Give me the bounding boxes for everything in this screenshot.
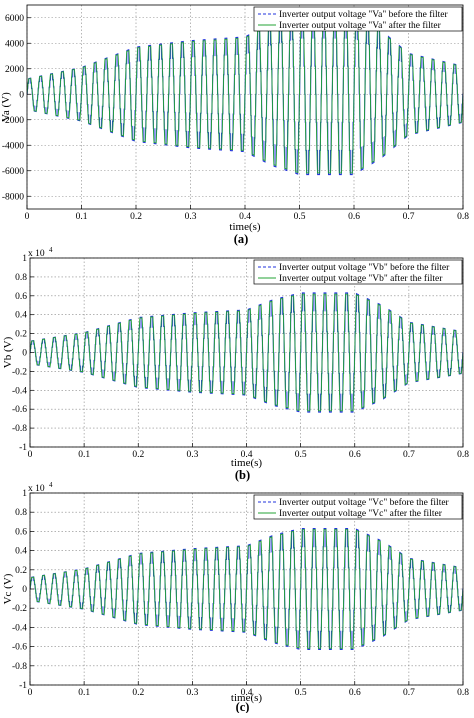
- y-tick-label: -8000: [2, 192, 24, 202]
- y-exponent-label: x 10: [28, 484, 45, 494]
- legend-label-after-filter: Inverter output voltage "Va" after the f…: [279, 20, 442, 31]
- legend-label-before-filter: Inverter output voltage "Vc" before the …: [279, 497, 450, 508]
- y-tick-label: 1: [22, 254, 27, 264]
- x-tick-label: 0.7: [403, 688, 415, 698]
- chart-panel-2: 0 0.1 0.2 0.3 0.4 0.5 0.6 0.7 0.8 -1 -0.8 -0.6 -0.4 -…: [2, 246, 469, 482]
- x-tick-label: 0.5: [295, 688, 307, 698]
- x-tick-label: 0.5: [294, 212, 306, 222]
- legend-box: [253, 6, 463, 32]
- y-tick-label: 0: [19, 90, 24, 100]
- x-tick-label: 0: [25, 212, 30, 222]
- y-exponent-power: 4: [49, 481, 53, 489]
- y-tick-label: 0.2: [15, 330, 27, 340]
- y-tick-label: -0.8: [12, 662, 27, 672]
- x-tick-label: 0.8: [457, 688, 469, 698]
- y-tick-label: 0.8: [15, 273, 27, 283]
- x-tick-label: 0: [28, 450, 33, 460]
- y-tick-label: -0.6: [12, 405, 27, 415]
- x-tick-label: 0.5: [295, 450, 307, 460]
- x-tick-label: 0.3: [186, 450, 198, 460]
- y-tick-label: -6000: [2, 167, 24, 177]
- y-tick-label: 4000: [5, 39, 24, 49]
- legend-label-before-filter: Inverter output voltage "Vb" before the …: [279, 262, 450, 273]
- series-line-after-filter: [30, 529, 463, 649]
- y-tick-label: -0.2: [12, 367, 27, 377]
- y-tick-label: -0.4: [12, 386, 27, 396]
- y-tick-label: -0.2: [12, 604, 27, 614]
- y-axis-label: Vc (V): [2, 573, 14, 604]
- y-tick-label: 0.2: [15, 566, 27, 576]
- x-tick-label: 0.1: [78, 688, 90, 698]
- y-tick-label: 0.8: [15, 508, 27, 518]
- legend-label-before-filter: Inverter output voltage "Va" before the …: [279, 9, 448, 20]
- legend-box: [253, 494, 463, 520]
- x-tick-label: 0: [28, 688, 33, 698]
- y-tick-label: 1: [22, 489, 27, 499]
- x-tick-label: 0.4: [239, 212, 251, 222]
- x-tick-label: 0.4: [241, 688, 253, 698]
- x-tick-label: 0.1: [76, 212, 88, 222]
- x-tick-label: 0.1: [78, 450, 90, 460]
- y-tick-label: -0.8: [12, 424, 27, 434]
- x-tick-label: 0.7: [403, 450, 415, 460]
- y-tick-label: 2000: [5, 65, 24, 75]
- chart-panel-1: 0 0.1 0.2 0.3 0.4 0.5 0.6 0.7 0.8 -8000 -6000 -4000…: [0, 4, 469, 246]
- y-tick-label: 6000: [5, 14, 24, 24]
- y-tick-label: -4000: [2, 141, 24, 151]
- panel-caption: (b): [235, 468, 250, 482]
- y-exponent-label: x 10: [28, 249, 45, 259]
- y-tick-label: -0.4: [12, 623, 27, 633]
- y-tick-label: 0: [22, 349, 27, 359]
- y-axis-label: Vb (V): [2, 336, 14, 368]
- y-tick-label: 0: [22, 585, 27, 595]
- x-axis-label: time(s): [231, 457, 262, 469]
- x-tick-label: 0.3: [185, 212, 197, 222]
- y-tick-label: 0.4: [15, 311, 27, 321]
- panel-caption: (a): [234, 232, 249, 246]
- x-tick-label: 0.4: [241, 450, 253, 460]
- y-tick-label: -1: [19, 443, 27, 453]
- x-tick-label: 0.3: [186, 688, 198, 698]
- legend-label-after-filter: Inverter output voltage "Vc" after the f…: [279, 508, 443, 519]
- y-axis-label: Va (V): [0, 92, 12, 122]
- y-tick-label: 0.6: [15, 527, 27, 537]
- y-exponent-power: 4: [49, 246, 53, 254]
- x-tick-label: 0.8: [457, 212, 469, 222]
- x-tick-label: 0.6: [349, 688, 361, 698]
- y-tick-label: 0.6: [15, 292, 27, 302]
- x-tick-label: 0.2: [130, 212, 142, 222]
- legend-label-after-filter: Inverter output voltage "Vb" after the f…: [279, 273, 443, 284]
- y-tick-label: -1: [19, 681, 27, 691]
- x-axis-label: time(s): [229, 221, 260, 233]
- x-tick-label: 0.6: [349, 450, 361, 460]
- chart-panel-3: 0 0.1 0.2 0.3 0.4 0.5 0.6 0.7 0.8 -1 -0.8 -0.6 -0.4 -…: [2, 481, 469, 714]
- panel-caption: (c): [236, 700, 250, 713]
- y-tick-label: -2000: [2, 116, 24, 126]
- y-tick-label: 0.4: [15, 547, 27, 557]
- legend-box: [253, 259, 463, 285]
- x-tick-label: 0.2: [132, 450, 144, 460]
- x-tick-label: 0.7: [403, 212, 415, 222]
- x-axis-label: time(s): [231, 692, 262, 704]
- x-tick-label: 0.6: [348, 212, 360, 222]
- series-line-after-filter: [30, 293, 463, 412]
- series-line-after-filter: [27, 15, 463, 174]
- x-tick-label: 0.8: [457, 450, 469, 460]
- x-tick-label: 0.2: [132, 688, 144, 698]
- y-tick-label: -0.6: [12, 643, 27, 653]
